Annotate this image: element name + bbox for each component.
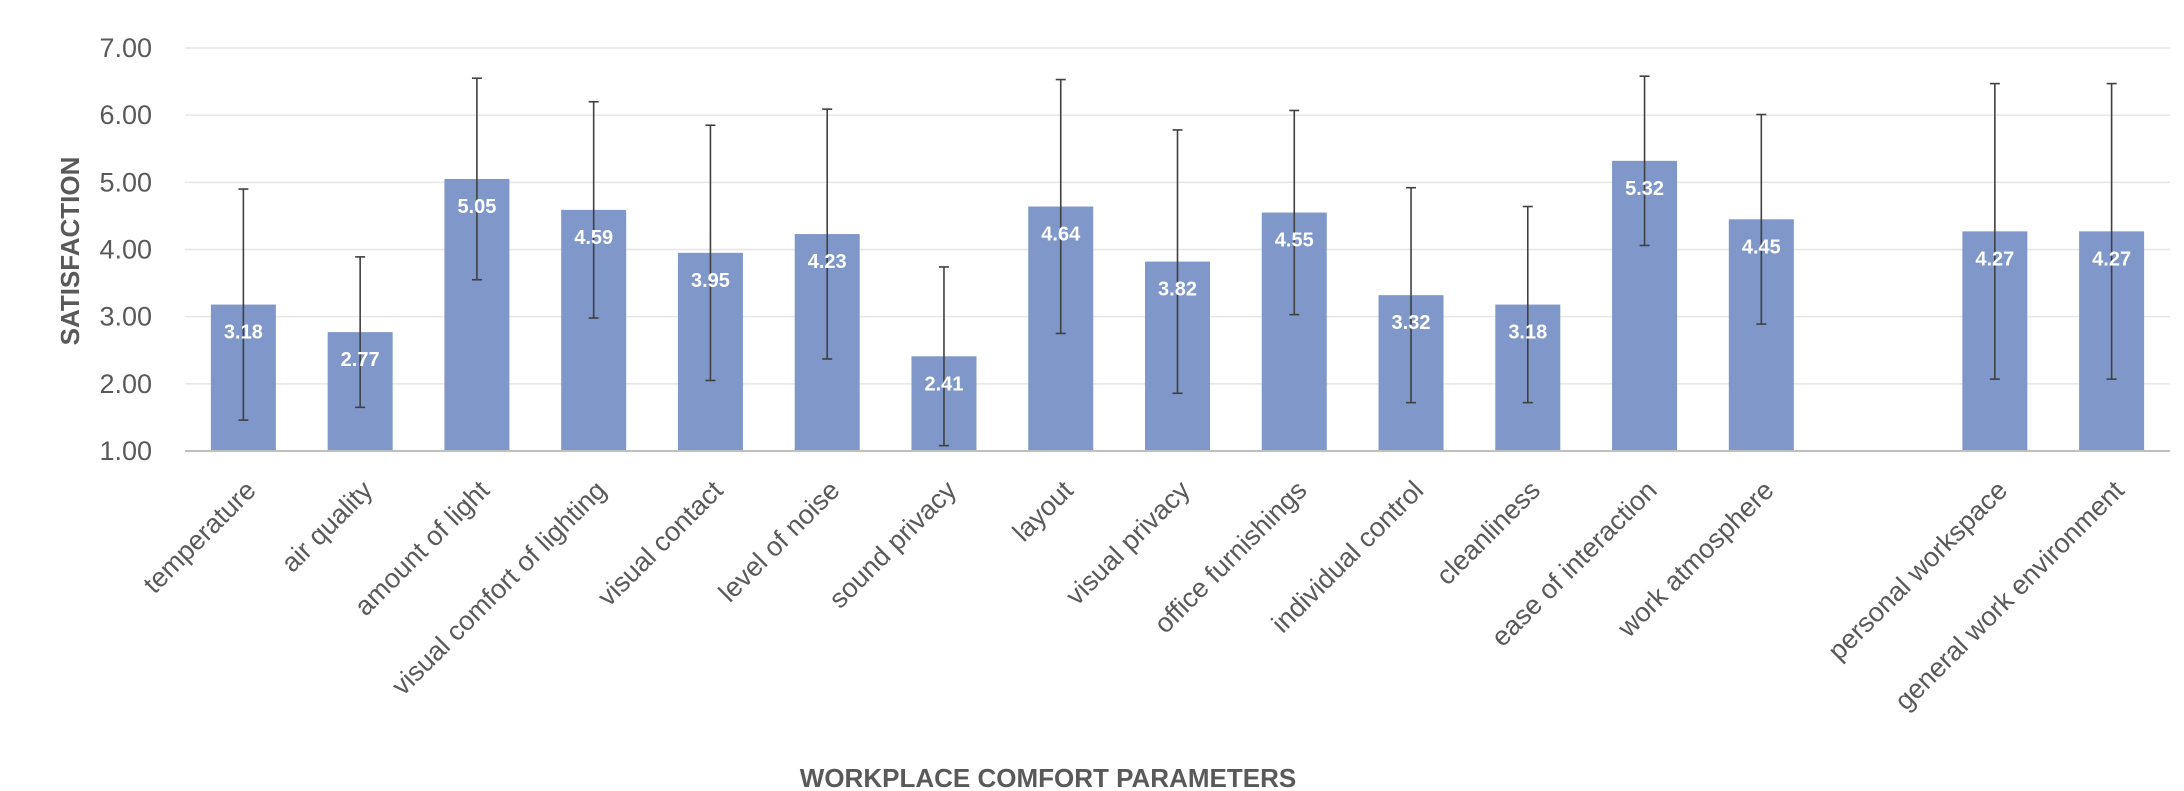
error-bar	[822, 108, 833, 360]
data-label: 3.18	[224, 322, 263, 344]
y-tick-label: 1.00	[99, 436, 152, 466]
y-tick-label: 7.00	[99, 33, 152, 63]
data-label: 4.55	[1275, 230, 1314, 252]
x-tick-label: visual comfort of lighting	[386, 475, 612, 701]
y-tick-label: 3.00	[99, 302, 152, 332]
x-axis-title: WORKPLACE COMFORT PARAMETERS	[800, 763, 1296, 791]
x-tick-label: level of noise	[713, 475, 846, 608]
error-bar	[588, 100, 599, 319]
data-label: 5.32	[1625, 178, 1664, 200]
error-bar	[1289, 109, 1300, 316]
x-tick-label: air quality	[275, 475, 378, 578]
y-tick-label: 5.00	[99, 167, 152, 197]
error-bar	[2106, 82, 2117, 380]
x-tick-label: temperature	[137, 475, 261, 599]
data-label: 4.59	[574, 227, 613, 249]
error-bar	[238, 188, 249, 421]
data-label: 2.77	[341, 349, 380, 371]
data-label: 4.64	[1041, 224, 1081, 246]
error-bar	[705, 124, 716, 382]
y-tick-label: 4.00	[99, 235, 152, 265]
error-bar	[471, 77, 482, 281]
x-tick-label: cleanliness	[1430, 475, 1546, 591]
error-bar	[1639, 75, 1650, 247]
error-bars	[238, 75, 2117, 447]
y-tick-label: 6.00	[99, 100, 152, 130]
data-label: 3.82	[1158, 279, 1197, 301]
data-label: 5.05	[457, 196, 496, 218]
data-label: 4.23	[808, 251, 847, 273]
data-label: 3.32	[1392, 312, 1431, 334]
y-tick-label: 2.00	[99, 369, 152, 399]
error-bar	[938, 266, 949, 447]
error-bar	[1756, 113, 1767, 325]
x-tick-label: general work environment	[1889, 475, 2130, 716]
y-axis-tick-labels: 1.00 2.00 3.00 4.00 5.00 6.00 7.00	[99, 33, 152, 466]
x-tick-label: visual contact	[592, 475, 729, 612]
error-bar	[1055, 78, 1066, 335]
data-label: 2.41	[925, 373, 964, 395]
bars	[210, 160, 2145, 451]
error-bar	[1989, 82, 2000, 380]
error-bar	[355, 256, 366, 409]
error-bar	[1522, 205, 1533, 404]
data-labels: 3.18 2.77 5.05 4.59 3.95 4.23 2.41 4.64 3.82 4.55…	[224, 178, 2131, 395]
data-label: 3.18	[1508, 322, 1547, 344]
data-label: 3.95	[691, 270, 730, 292]
y-axis-title: SATISFACTION	[55, 157, 85, 346]
error-bar	[1172, 129, 1183, 395]
error-bar	[1406, 186, 1417, 404]
data-label: 4.27	[2092, 248, 2131, 270]
data-label: 4.27	[1975, 248, 2014, 270]
data-label: 4.45	[1742, 236, 1781, 258]
x-tick-label: layout	[1007, 475, 1080, 548]
